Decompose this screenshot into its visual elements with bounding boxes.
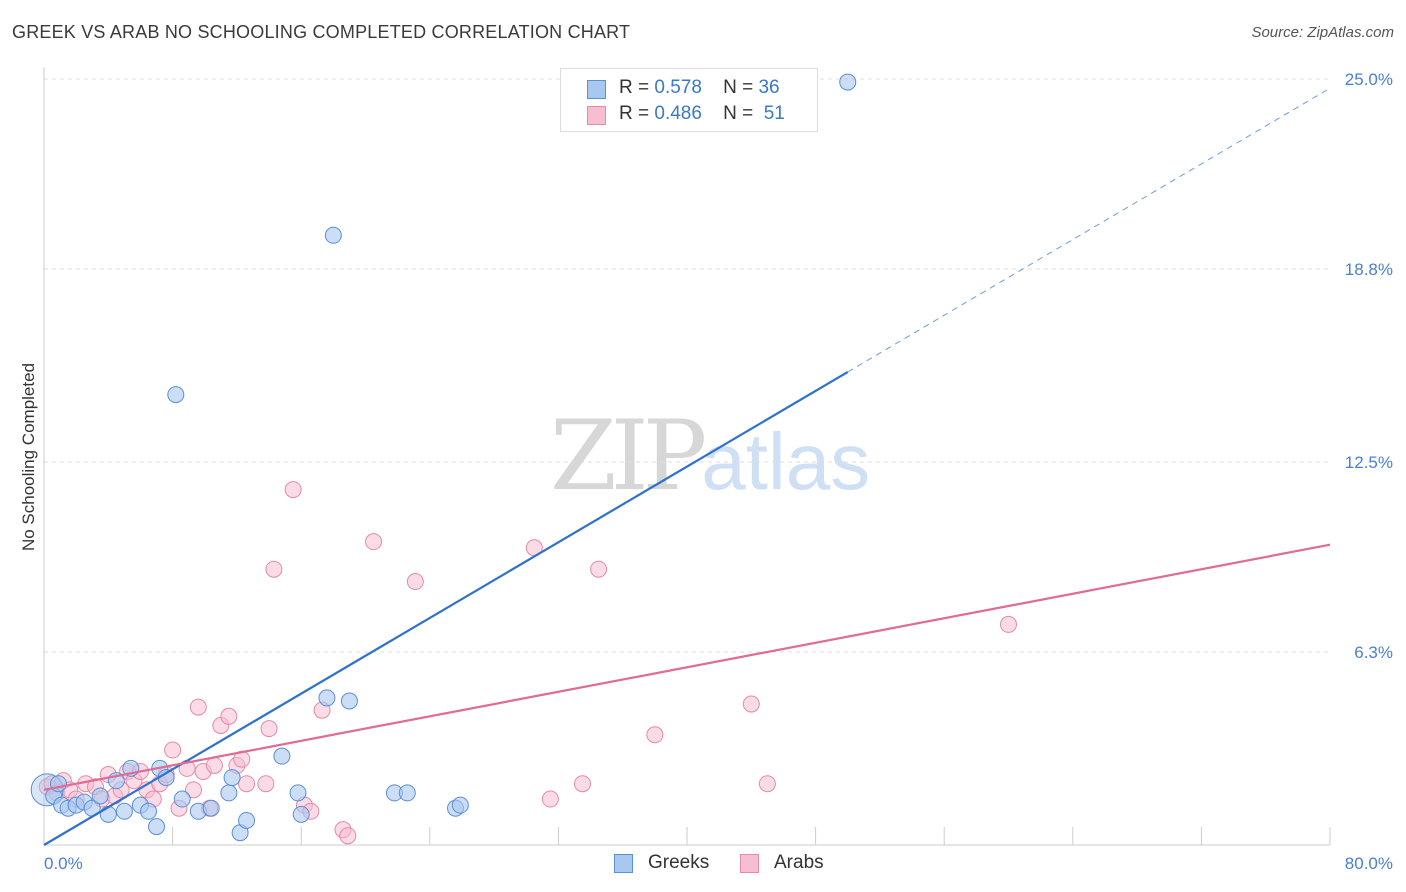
chart-title: GREEK VS ARAB NO SCHOOLING COMPLETED COR…: [12, 22, 631, 42]
arabs-point-44: [541, 790, 559, 808]
arabs-point-34: [265, 560, 283, 578]
arabs-point-32: [257, 775, 275, 793]
greeks-point-9: [99, 805, 117, 823]
arabs-n-label: N =: [723, 103, 754, 124]
grid-lines: [44, 78, 1330, 653]
arabs-point-45: [574, 775, 592, 793]
arabs-point-49: [758, 775, 776, 793]
y-tick-label-0: 6.3%: [1354, 643, 1393, 662]
greeks-n-label: N =: [723, 77, 754, 98]
x-tick-label-1: 80.0%: [1345, 854, 1393, 873]
arabs-points: [38, 481, 1017, 845]
y-tick-label-3: 25.0%: [1345, 70, 1393, 89]
greeks-point-22: [220, 784, 238, 802]
source-credit: Source: ZipAtlas.com: [1251, 24, 1394, 41]
arabs-point-23: [189, 698, 207, 716]
greeks-r-value: 0.578: [654, 77, 702, 98]
greeks-n-value: 36: [758, 77, 780, 98]
arabs-point-41: [365, 533, 383, 551]
arabs-n-value: 51: [763, 103, 785, 124]
greeks-point-18: [167, 386, 185, 404]
arabs-point-50: [1000, 615, 1017, 633]
watermark: ZIPatlas: [550, 400, 870, 512]
greeks-legend-swatch: [614, 854, 633, 873]
greeks-point-14: [139, 802, 157, 820]
greeks-point-19: [173, 790, 191, 808]
arabs-point-33: [260, 720, 278, 738]
arabs-point-22: [184, 781, 202, 799]
greeks-point-11: [115, 802, 133, 820]
greeks-point-21: [202, 799, 220, 817]
greeks-point-30: [324, 226, 342, 244]
arabs-point-31: [238, 775, 256, 793]
y-tick-label-1: 12.5%: [1345, 453, 1393, 472]
arabs-point-48: [742, 695, 760, 713]
arabs-r-label: R =: [619, 103, 650, 124]
greeks-point-36: [839, 73, 857, 91]
arabs-point-19: [164, 741, 182, 759]
y-tick-label-2: 18.8%: [1345, 260, 1393, 279]
x-tick-label-0: 0.0%: [44, 854, 83, 873]
greeks-point-29: [318, 689, 336, 707]
axes: [43, 67, 1331, 846]
arabs-point-35: [284, 481, 302, 499]
watermark-atlas: atlas: [701, 417, 871, 506]
greeks-swatch: [587, 80, 606, 99]
greeks-trend-line: [43, 371, 849, 846]
watermark-zip: ZIP: [550, 400, 707, 512]
greeks-point-35: [451, 796, 469, 814]
greeks-point-26: [273, 747, 291, 765]
arabs-legend-swatch: [740, 854, 759, 873]
tick-labels: 6.3% 12.5% 18.8% 25.0% 0.0% 80.0%: [44, 70, 1393, 873]
greeks-point-15: [148, 818, 166, 836]
stats-legend: R = 0.578 N = 36 R = 0.486 N = 51: [560, 68, 818, 132]
greeks-point-23: [223, 769, 241, 787]
arabs-point-47: [646, 726, 664, 744]
greeks-point-8: [91, 787, 109, 805]
greeks-legend-label: Greeks: [648, 852, 710, 873]
greeks-points: [30, 73, 857, 842]
arabs-swatch: [587, 106, 606, 125]
greeks-point-27: [289, 784, 307, 802]
arabs-point-26: [205, 756, 223, 774]
arabs-point-46: [590, 560, 608, 578]
y-axis-label: No Schooling Completed: [19, 363, 38, 551]
arabs-legend-label: Arabs: [774, 852, 824, 873]
greeks-point-25: [238, 811, 256, 829]
greeks-point-33: [398, 784, 416, 802]
trend-lines: [43, 87, 1331, 846]
arabs-point-42: [406, 572, 424, 590]
arabs-point-40: [339, 827, 357, 845]
greeks-r-label: R =: [619, 77, 650, 98]
greeks-point-31: [340, 692, 358, 710]
greeks-trend-extension: [847, 87, 1331, 373]
greeks-point-28: [292, 805, 310, 823]
greeks-point-2: [49, 775, 67, 793]
arabs-trend-line: [43, 543, 1331, 791]
arabs-point-28: [220, 707, 238, 725]
arabs-r-value: 0.486: [654, 103, 702, 124]
